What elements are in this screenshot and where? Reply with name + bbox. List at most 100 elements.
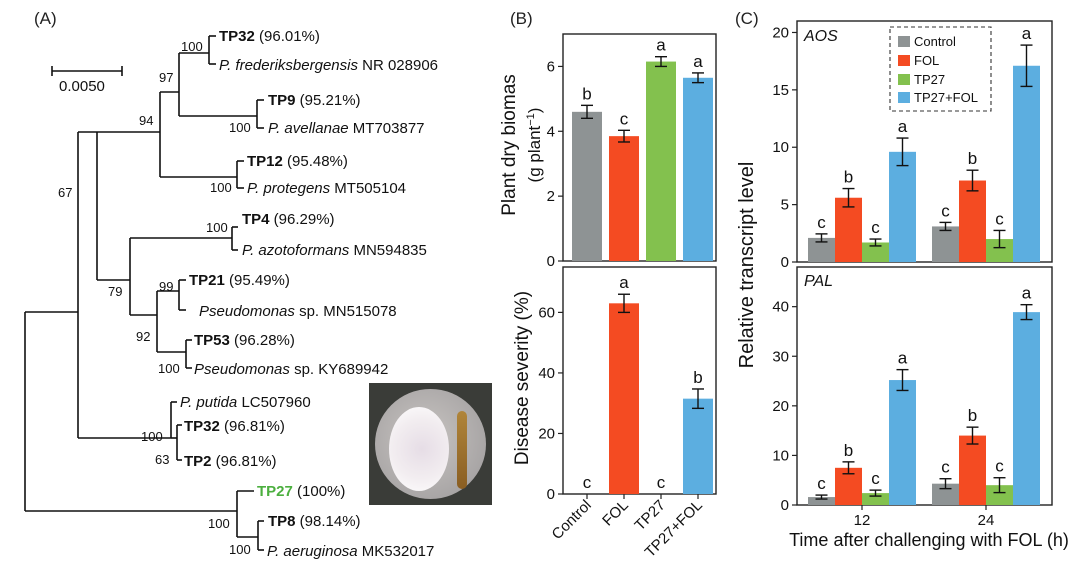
bar	[683, 398, 713, 494]
x-tick-label: FOL	[599, 497, 632, 530]
x-tick-label: 12	[854, 512, 871, 529]
bootstrap-value: 100	[206, 220, 228, 235]
taxon-label: P. azotoformans MN594835	[242, 242, 427, 259]
panel-label-b: (B)	[510, 9, 533, 28]
significance-letter: c	[995, 209, 1004, 228]
legend-label: FOL	[914, 53, 939, 68]
bar	[1013, 65, 1040, 262]
bootstrap-value: 94	[139, 113, 153, 128]
bootstrap-value: 99	[159, 279, 173, 294]
y-tick-label: 40	[772, 299, 789, 316]
bootstrap-value: 100	[181, 39, 203, 54]
bar	[889, 151, 916, 262]
taxon-label: Pseudomonas sp. KY689942	[194, 361, 388, 378]
bar	[986, 485, 1013, 505]
legend: Control FOL TP27 TP27+FOL	[889, 26, 992, 112]
y-tick-label: 30	[772, 348, 789, 365]
taxon-label: P. putida LC507960	[180, 394, 311, 411]
significance-letter: a	[898, 117, 908, 136]
significance-letter: c	[620, 109, 629, 128]
taxon-label: P. protegens MT505104	[247, 180, 406, 197]
bar	[1013, 312, 1040, 505]
significance-letter: b	[582, 84, 591, 103]
legend-swatch-tp27-fol	[898, 92, 910, 103]
bootstrap-value: 63	[155, 452, 169, 467]
bar	[609, 303, 639, 494]
aos-chart: 0 5 10 15 20 c b c a c b c a	[772, 24, 1040, 271]
phylogenetic-tree	[24, 35, 264, 551]
taxon-label: TP12 (95.48%)	[247, 153, 348, 170]
taxon-label: Pseudomonas sp. MN515078	[199, 303, 397, 320]
disease-plot-frame	[562, 266, 717, 495]
petri-dish-photo	[369, 383, 492, 505]
significance-letter: c	[871, 469, 880, 488]
x-tick-label: Control	[549, 497, 595, 543]
y-tick-label: 6	[547, 58, 555, 75]
bootstrap-value: 97	[159, 70, 173, 85]
pal-plot-frame	[796, 266, 1053, 506]
y-tick-label: 60	[538, 304, 555, 321]
y-tick-label: 20	[772, 24, 789, 41]
legend-swatch-fol	[898, 55, 910, 66]
bacterial-streak	[457, 411, 467, 489]
significance-letter: a	[898, 349, 908, 368]
legend-label: TP27	[914, 72, 945, 87]
bar	[835, 197, 862, 262]
significance-letter: c	[941, 458, 950, 477]
significance-letter: a	[656, 36, 666, 55]
taxon-label: P. aeruginosa MK532017	[267, 543, 434, 560]
bar	[646, 61, 676, 261]
taxon-label: TP32 (96.81%)	[184, 418, 285, 435]
scale-bar-label: 0.0050	[59, 78, 105, 95]
significance-letter: c	[657, 473, 666, 492]
significance-letter: a	[1022, 284, 1032, 303]
taxon-label: TP32 (96.01%)	[219, 28, 320, 45]
taxon-label: TP9 (95.21%)	[268, 92, 361, 109]
bar	[932, 483, 959, 505]
significance-letter: b	[693, 368, 702, 387]
legend-swatch-control	[898, 36, 910, 47]
legend-label: TP27+FOL	[914, 90, 978, 105]
y-tick-label: 20	[772, 398, 789, 415]
y-tick-label: 40	[538, 365, 555, 382]
bar	[932, 226, 959, 262]
bootstrap-value: 79	[108, 284, 122, 299]
y-tick-label: 20	[538, 425, 555, 442]
time-xlabel: Time after challenging with FOL (h)	[789, 530, 1069, 550]
biomass-ylabel: Plant dry biomas	[499, 74, 520, 216]
biomass-plot-frame	[562, 33, 717, 262]
bootstrap-value: 100	[210, 180, 232, 195]
taxon-label: TP21 (95.49%)	[189, 272, 290, 289]
bootstrap-value: 100	[208, 516, 230, 531]
significance-letter: a	[693, 52, 703, 71]
transcript-ylabel: Relative transcript level	[736, 162, 758, 369]
taxon-label: TP27 (100%)	[257, 483, 345, 500]
bar	[889, 380, 916, 505]
significance-letter: b	[968, 406, 977, 425]
panel-label-a: (A)	[34, 9, 57, 28]
x-tick-label: 24	[978, 512, 995, 529]
bootstrap-value: 67	[58, 185, 72, 200]
bar	[572, 111, 602, 261]
bootstrap-value: 100	[141, 429, 163, 444]
y-tick-label: 10	[772, 447, 789, 464]
bar	[959, 180, 986, 262]
y-tick-label: 4	[547, 123, 555, 140]
petri-dish	[375, 389, 486, 499]
fungal-colony	[389, 407, 449, 491]
significance-letter: a	[1022, 24, 1032, 43]
bar	[959, 435, 986, 505]
legend-swatch-tp27	[898, 74, 910, 85]
significance-letter: c	[941, 201, 950, 220]
taxon-label: P. frederiksbergensis NR 028906	[219, 57, 438, 74]
biomass-ylabel-units: (g plant−1)	[525, 108, 544, 183]
bar	[862, 493, 889, 505]
significance-letter: c	[817, 474, 826, 493]
biomass-chart: 0 2 4 6 b c a a	[547, 36, 713, 270]
pal-title: PAL	[804, 273, 833, 290]
bootstrap-value: 100	[229, 542, 251, 557]
y-tick-label: 0	[547, 253, 555, 270]
bar	[862, 242, 889, 262]
